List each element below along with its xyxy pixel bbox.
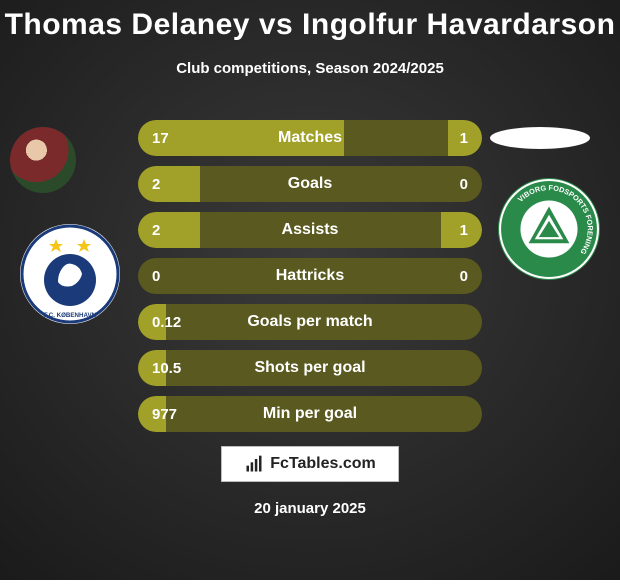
stat-value-right: 1 <box>460 222 468 239</box>
stat-label: Matches <box>138 129 482 147</box>
bars-icon <box>244 454 264 474</box>
stat-value-right: 1 <box>460 130 468 147</box>
stat-label: Min per goal <box>138 405 482 423</box>
stat-row: 0.12Goals per match <box>138 304 482 340</box>
stat-row: 977Min per goal <box>138 396 482 432</box>
stat-row: 10.5Shots per goal <box>138 350 482 386</box>
svg-text:F.C. KØBENHAVN: F.C. KØBENHAVN <box>44 312 97 319</box>
stat-label: Shots per goal <box>138 359 482 377</box>
stat-row: 2Goals0 <box>138 166 482 202</box>
stat-row: 2Assists1 <box>138 212 482 248</box>
brand-box[interactable]: FcTables.com <box>221 446 399 482</box>
club-badge-left: F.C. KØBENHAVN <box>20 224 120 324</box>
page-subtitle: Club competitions, Season 2024/2025 <box>0 60 620 77</box>
stat-label: Goals per match <box>138 313 482 331</box>
player-right-avatar <box>490 127 590 149</box>
brand-text: FcTables.com <box>270 455 376 473</box>
stat-row: 0Hattricks0 <box>138 258 482 294</box>
stat-value-right: 0 <box>460 268 468 285</box>
stat-value-right: 0 <box>460 176 468 193</box>
page-title: Thomas Delaney vs Ingolfur Havardarson <box>0 0 620 42</box>
date-line: 20 january 2025 <box>0 500 620 517</box>
stat-row: 17Matches1 <box>138 120 482 156</box>
stat-label: Hattricks <box>138 267 482 285</box>
club-badge-right: VIBORG FODSPORTS FORENING <box>498 178 600 280</box>
club-badge-right-svg: VIBORG FODSPORTS FORENING <box>498 178 600 280</box>
stat-label: Assists <box>138 221 482 239</box>
stats-container: 17Matches12Goals02Assists10Hattricks00.1… <box>138 120 482 442</box>
player-left-avatar <box>10 127 76 193</box>
club-badge-left-svg: F.C. KØBENHAVN <box>20 224 120 324</box>
content-root: Thomas Delaney vs Ingolfur Havardarson C… <box>0 0 620 580</box>
stat-label: Goals <box>138 175 482 193</box>
